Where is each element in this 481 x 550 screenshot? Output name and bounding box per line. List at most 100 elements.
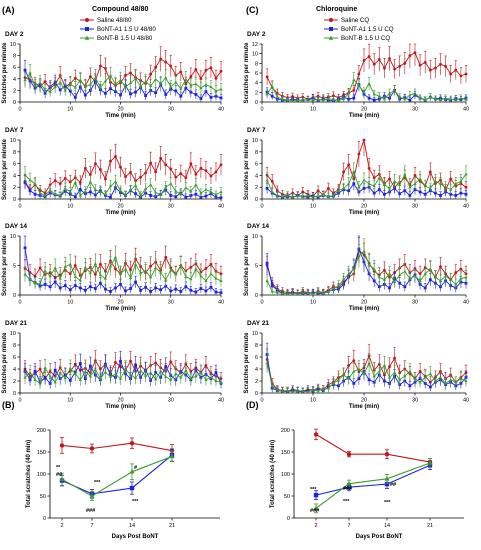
data-point xyxy=(331,97,336,101)
data-point xyxy=(382,183,387,186)
data-point xyxy=(123,267,128,271)
data-point xyxy=(114,90,117,93)
data-point xyxy=(209,190,213,194)
series-red xyxy=(265,43,468,102)
data-point xyxy=(438,279,443,282)
data-point xyxy=(189,288,193,292)
data-point xyxy=(109,290,112,293)
data-point xyxy=(159,369,163,373)
x-tick-label: 20 xyxy=(117,204,123,210)
data-point xyxy=(83,85,87,89)
y-tick-label: 6 xyxy=(13,355,16,361)
data-point xyxy=(118,376,123,380)
data-point xyxy=(68,89,72,93)
data-point xyxy=(362,372,366,375)
data-point xyxy=(68,180,72,184)
series-green xyxy=(23,166,223,199)
data-point xyxy=(204,90,208,93)
data-point xyxy=(413,376,417,380)
data-point xyxy=(48,382,52,385)
data-point xyxy=(189,189,193,193)
data-point xyxy=(68,190,72,194)
data-point xyxy=(99,64,102,68)
data-point xyxy=(184,186,188,189)
data-point xyxy=(68,288,72,292)
x-tick-label: 10 xyxy=(67,300,73,306)
data-point xyxy=(372,92,376,96)
data-point xyxy=(265,178,269,182)
y-tick-label: 2 xyxy=(255,379,258,385)
data-point xyxy=(357,377,361,380)
data-point xyxy=(83,166,87,170)
series-red xyxy=(23,143,223,198)
x-tick-label: 14 xyxy=(384,523,390,529)
chart-c-day-21: DAY 21 0 2 4 6 8 10 0 10 20 30 40 Time (min) Scratche… xyxy=(244,320,469,410)
data-point xyxy=(48,285,52,289)
data-point xyxy=(179,290,183,293)
data-point xyxy=(159,270,163,274)
y-tick-label: 4 xyxy=(255,81,258,87)
data-point xyxy=(280,194,285,198)
series-line-red xyxy=(266,354,467,392)
series-green xyxy=(23,358,223,389)
data-point xyxy=(93,262,97,265)
data-point xyxy=(316,189,320,193)
data-point xyxy=(174,372,178,375)
data-point xyxy=(438,98,443,102)
data-point xyxy=(326,186,330,190)
data-point xyxy=(219,163,223,167)
data-point xyxy=(88,75,92,78)
data-point xyxy=(23,78,27,82)
y-axis-label: Scratches per minute xyxy=(2,138,8,200)
data-point xyxy=(427,460,433,465)
y-tick-label: 10 xyxy=(10,234,16,240)
significance-label: ** xyxy=(56,465,61,471)
series-blue xyxy=(59,448,175,499)
data-point xyxy=(28,189,32,193)
x-axis-label: Time (min) xyxy=(105,404,135,410)
data-point xyxy=(423,272,427,275)
data-point xyxy=(104,177,107,181)
data-point xyxy=(357,185,361,189)
data-point xyxy=(214,276,218,280)
data-point xyxy=(174,287,178,291)
data-point xyxy=(219,190,223,194)
data-point xyxy=(133,77,138,80)
data-point xyxy=(336,283,341,287)
x-tick-label: 20 xyxy=(117,300,123,306)
data-point xyxy=(367,81,371,85)
legend-a-marker-bont-b xyxy=(84,35,90,40)
y-tick-label: 10 xyxy=(10,331,16,337)
x-tick-label: 30 xyxy=(412,398,418,404)
y-tick-label: 4 xyxy=(13,367,16,373)
y-tick-label: 10 xyxy=(252,234,258,240)
y-axis-label: Scratches per minute xyxy=(244,42,250,104)
data-point xyxy=(144,94,148,98)
data-point xyxy=(204,68,208,72)
data-point xyxy=(313,492,319,498)
data-point xyxy=(23,173,27,176)
significance-label: # xyxy=(134,465,137,471)
legend-c-saline: Saline CQ xyxy=(341,17,369,24)
data-point xyxy=(285,98,290,102)
series-green xyxy=(23,245,223,290)
data-point xyxy=(154,190,158,194)
x-axis-label: Time (min) xyxy=(349,404,379,410)
data-point xyxy=(83,189,87,193)
data-point xyxy=(204,169,208,173)
data-point xyxy=(78,188,82,191)
data-point xyxy=(43,282,47,286)
data-point xyxy=(265,261,269,265)
data-point xyxy=(114,286,117,290)
data-point xyxy=(352,267,356,271)
data-point xyxy=(174,175,178,179)
data-point xyxy=(439,194,442,197)
data-point xyxy=(164,75,168,79)
data-point xyxy=(296,194,300,198)
data-point xyxy=(194,290,198,294)
data-point xyxy=(108,74,113,78)
data-point xyxy=(443,381,448,385)
chart-c-day-14: DAY 14 0 5 10 0 10 20 30 40 Time (min) Scratches p… xyxy=(244,223,469,312)
data-point xyxy=(408,93,412,97)
chart-a-day-2: DAY 2 0 2 4 6 8 10 0 10 20 30 40 Time (min) Scratches… xyxy=(2,31,224,119)
